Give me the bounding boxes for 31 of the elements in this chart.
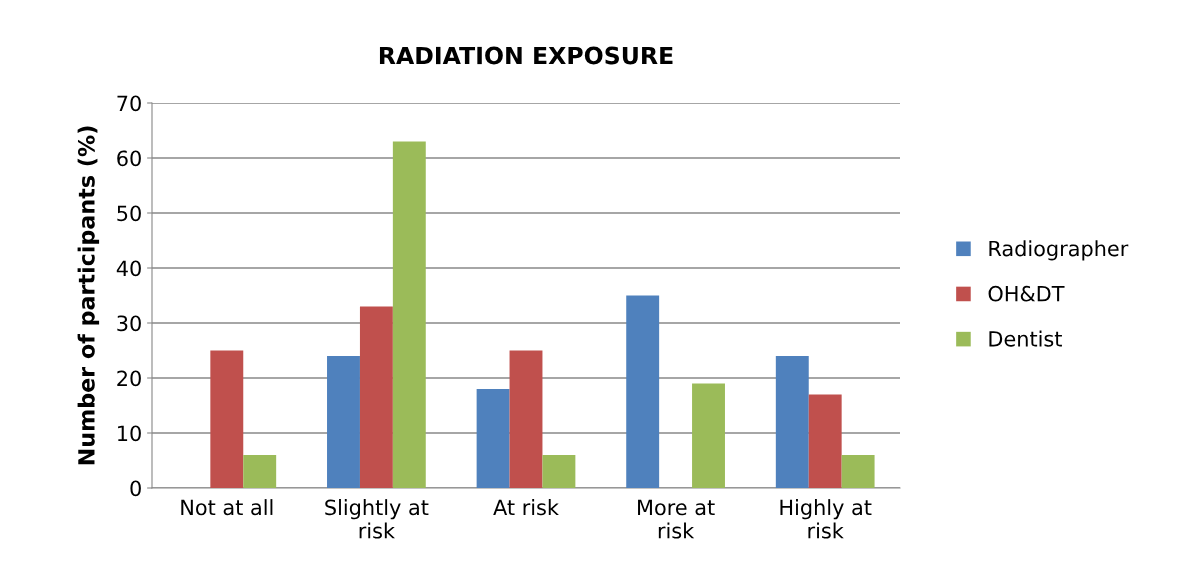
y-tick-label: 0 (130, 480, 141, 497)
bar (359, 306, 393, 488)
chart-title: RADIATION EXPOSURE (379, 46, 673, 65)
x-tick-label: At risk (493, 499, 559, 516)
bar (808, 394, 842, 488)
y-axis-title: Number of participants (%) (77, 126, 100, 465)
bar (509, 350, 543, 488)
bar (692, 383, 725, 488)
bar (392, 141, 426, 488)
bar (327, 356, 360, 488)
legend-label: Radiographer (989, 240, 1129, 261)
x-tick-label: Slightly at risk (325, 499, 429, 539)
bar (210, 350, 244, 488)
bar (476, 389, 510, 488)
y-tick-label: 60 (117, 150, 141, 167)
x-tick-label: Not at all (181, 499, 273, 516)
x-tick-label: Highly at risk (780, 499, 872, 539)
bar (775, 356, 809, 488)
y-tick-label: 20 (117, 370, 141, 387)
bar (542, 455, 576, 488)
bar (841, 455, 875, 488)
legend-label: Dentist (989, 330, 1062, 347)
y-tick-label: 70 (117, 95, 141, 112)
y-tick-label: 30 (117, 315, 141, 332)
bar (243, 455, 277, 488)
y-tick-label: 40 (116, 260, 141, 277)
y-tick-label: 10 (118, 425, 141, 442)
y-tick-label: 50 (117, 205, 141, 222)
legend-label: OH&DT (988, 285, 1065, 302)
x-tick-label: More at risk (638, 499, 715, 539)
bar (626, 295, 660, 488)
